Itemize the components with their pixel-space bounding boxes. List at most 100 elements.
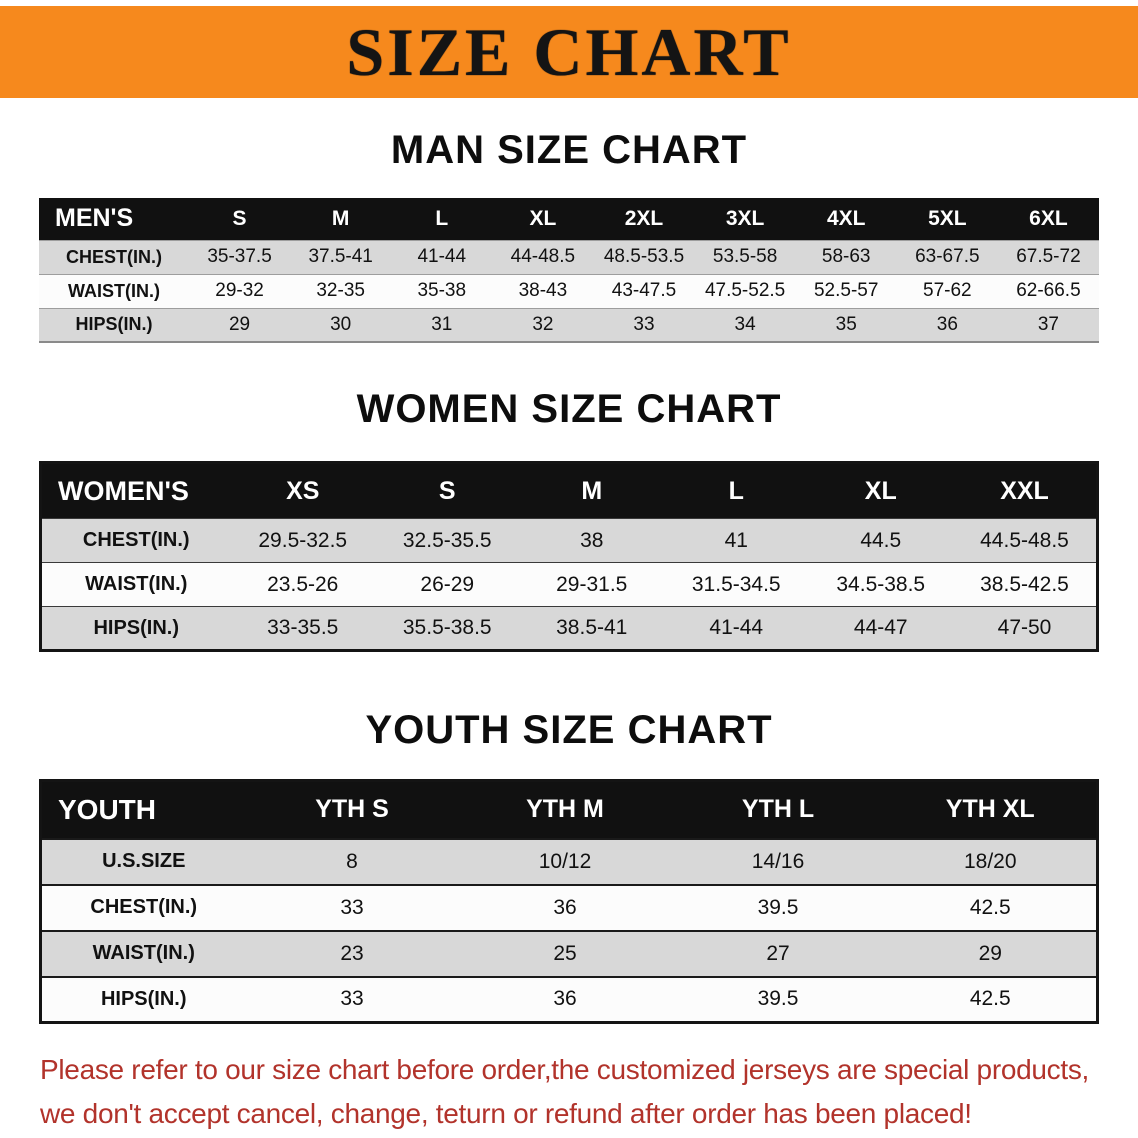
size-value-cell: 32: [532, 313, 554, 335]
size-value-cell: 14/16: [751, 849, 805, 873]
size-value-cell: 47-50: [997, 616, 1052, 639]
table-row: HIPS(IN.) 33 36 39.5 42.5: [40, 976, 1098, 1023]
size-column-header: 6XL: [997, 198, 1099, 240]
table-row: WAIST(IN.) 23 25 27 29: [40, 930, 1098, 977]
size-value-cell: 57-62: [923, 280, 972, 301]
size-value-cell: 41: [724, 528, 748, 552]
size-column-header: 2XL: [593, 198, 695, 240]
table-header-label: YOUTH: [40, 780, 246, 839]
table-row: WAIST(IN.) 29-32 32-35 35-38 38-43 43-47.5 47.…: [39, 274, 1099, 308]
size-value-cell: 44-47: [853, 616, 908, 639]
table-row: CHEST(IN.) 29.5-32.5 32.5-35.5 38 41 44.5 44.5…: [40, 518, 1098, 563]
size-value-cell: 36: [553, 987, 577, 1011]
size-value-cell: 27: [766, 941, 790, 965]
row-label: WAIST(IN.): [92, 942, 195, 964]
size-column-header: XS: [230, 462, 375, 519]
size-value-cell: 23: [340, 941, 364, 965]
size-value-cell: 31.5-34.5: [691, 572, 781, 596]
size-column-header: S: [375, 462, 520, 519]
size-value-cell: 39.5: [757, 987, 799, 1011]
size-value-cell: 29-32: [215, 280, 264, 301]
size-value-cell: 35-37.5: [207, 246, 272, 267]
size-value-cell: 35.5-38.5: [402, 616, 492, 639]
notice-line-2: we don't accept cancel, change, teturn o…: [40, 1098, 972, 1129]
youth-size-section: YOUTH SIZE CHART YOUTH YTH S YTH M YTH L YTH…: [0, 708, 1138, 1024]
table-row: HIPS(IN.) 29 30 31 32 33 34 35 36 37: [39, 308, 1099, 342]
banner: SIZE CHART: [0, 6, 1138, 98]
size-value-cell: 29-31.5: [556, 572, 628, 596]
size-column-header: XL: [492, 198, 594, 240]
row-label: HIPS(IN.): [100, 987, 187, 1010]
size-column-header: XXL: [953, 462, 1098, 519]
size-value-cell: 48.5-53.5: [603, 246, 685, 267]
women-size-table: WOMEN'S XS S M L XL XXL CHEST(IN.) 29.5-32.5 32.5…: [39, 461, 1099, 652]
footer-notice: Please refer to our size chart before or…: [40, 1048, 1110, 1136]
row-label: HIPS(IN.): [75, 314, 153, 335]
size-value-cell: 35-38: [417, 280, 467, 301]
size-value-cell: 33: [340, 895, 364, 919]
size-value-cell: 8: [346, 849, 358, 873]
size-column-header: YTH L: [671, 780, 885, 839]
size-value-cell: 38.5-41: [556, 616, 628, 639]
notice-line-1: Please refer to our size chart before or…: [40, 1054, 1090, 1085]
size-column-header: 4XL: [795, 198, 897, 240]
size-column-header: 5XL: [896, 198, 998, 240]
size-value-cell: 44-48.5: [510, 246, 576, 267]
size-value-cell: 36: [553, 895, 577, 919]
size-value-cell: 67.5-72: [1016, 246, 1081, 267]
size-value-cell: 33: [633, 313, 655, 335]
youth-size-table: YOUTH YTH S YTH M YTH L YTH XL U.S.SIZE 8 10/12…: [39, 779, 1099, 1024]
size-value-cell: 38-43: [518, 280, 568, 301]
size-value-cell: 10/12: [538, 849, 592, 873]
women-section-heading: WOMEN SIZE CHART: [356, 387, 782, 431]
size-value-cell: 44.5: [860, 528, 902, 552]
size-value-cell: 39.5: [757, 895, 799, 919]
table-row: CHEST(IN.) 33 36 39.5 42.5: [40, 884, 1098, 931]
size-value-cell: 18/20: [963, 849, 1017, 873]
size-value-cell: 42.5: [969, 895, 1011, 919]
size-value-cell: 44.5-48.5: [980, 528, 1069, 552]
size-chart-page: SIZE CHART MAN SIZE CHART MEN'S S M L XL 2XL 3…: [0, 6, 1138, 1138]
table-header-row: WOMEN'S XS S M L XL XXL: [40, 462, 1098, 519]
size-value-cell: 58-63: [821, 246, 871, 267]
size-value-cell: 41-44: [709, 616, 764, 639]
row-label: HIPS(IN.): [93, 616, 180, 639]
row-label: CHEST(IN.): [82, 529, 190, 551]
table-header-label: MEN'S: [39, 198, 189, 240]
table-row: U.S.SIZE 8 10/12 14/16 18/20: [40, 838, 1098, 885]
size-value-cell: 29.5-32.5: [258, 528, 348, 552]
size-value-cell: 33-35.5: [267, 616, 339, 639]
size-value-cell: 32.5-35.5: [402, 528, 492, 552]
size-value-cell: 34.5-38.5: [836, 572, 926, 596]
size-value-cell: 30: [330, 313, 352, 335]
men-size-section: MAN SIZE CHART MEN'S S M L XL 2XL 3XL 4XL 5XL 6XL…: [0, 128, 1138, 343]
men-size-table: MEN'S S M L XL 2XL 3XL 4XL 5XL 6XL CHEST(IN.) 35-37…: [39, 198, 1099, 343]
table-header-label: WOMEN'S: [40, 462, 231, 519]
size-column-header: M: [519, 462, 664, 519]
table-header-row: YOUTH YTH S YTH M YTH L YTH XL: [40, 780, 1098, 839]
table-header-row: MEN'S S M L XL 2XL 3XL 4XL 5XL 6XL: [39, 198, 1099, 240]
size-column-header: L: [664, 462, 809, 519]
banner-title: SIZE CHART: [346, 13, 792, 90]
size-value-cell: 63-67.5: [915, 246, 980, 267]
row-label: CHEST(IN.): [90, 896, 198, 918]
size-value-cell: 37.5-41: [308, 246, 373, 267]
size-value-cell: 43-47.5: [611, 280, 677, 301]
size-value-cell: 35: [835, 313, 857, 335]
size-value-cell: 41-44: [417, 246, 467, 267]
size-value-cell: 29: [228, 313, 251, 335]
size-value-cell: 31: [431, 313, 453, 335]
size-value-cell: 38.5-42.5: [980, 572, 1069, 596]
youth-section-heading: YOUTH SIZE CHART: [365, 708, 773, 752]
size-value-cell: 37: [1037, 313, 1059, 335]
size-column-header: S: [189, 198, 291, 240]
size-column-header: L: [391, 198, 493, 240]
size-value-cell: 34: [734, 313, 756, 335]
row-label: U.S.SIZE: [102, 850, 186, 872]
size-column-header: XL: [808, 462, 953, 519]
size-column-header: 3XL: [694, 198, 796, 240]
row-label: WAIST(IN.): [68, 280, 160, 301]
size-value-cell: 33: [340, 987, 364, 1011]
size-column-header: YTH S: [245, 780, 459, 839]
size-value-cell: 62-66.5: [1016, 280, 1081, 301]
